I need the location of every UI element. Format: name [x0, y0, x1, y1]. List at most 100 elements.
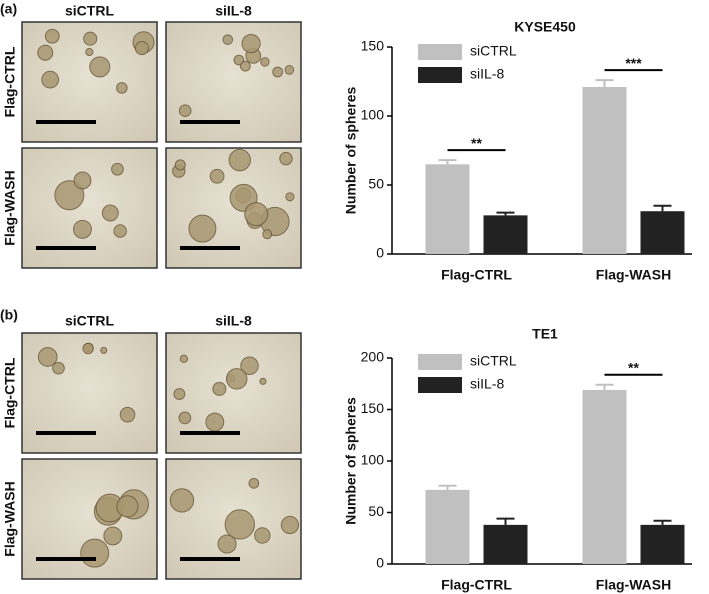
panel-label: (b) [0, 307, 18, 323]
sphere [178, 104, 192, 118]
micrograph [21, 332, 158, 454]
legend-label: siCTRL [470, 43, 517, 59]
y-tick-label: 150 [361, 400, 385, 416]
sphere [41, 70, 60, 89]
scale-bar [180, 557, 240, 561]
row-label: Flag-WASH [2, 170, 18, 245]
sphere [228, 148, 251, 172]
sphere [262, 229, 273, 240]
scale-bar [36, 431, 96, 435]
legend-swatch [418, 354, 462, 370]
sphere [280, 515, 300, 535]
sphere [169, 488, 195, 513]
sphere [179, 354, 189, 364]
sphere [240, 356, 259, 376]
error-bar [438, 484, 457, 490]
micrograph [21, 458, 158, 580]
sphere [259, 377, 267, 385]
sphere [285, 192, 295, 202]
sphere [254, 527, 271, 544]
sphere [205, 412, 225, 432]
sphere [44, 28, 60, 44]
error-bar [595, 79, 614, 88]
bar [640, 211, 685, 254]
sphere [224, 509, 255, 540]
scale-bar [180, 120, 240, 124]
x-tick-label: Flag-WASH [596, 267, 671, 283]
sphere [37, 44, 54, 61]
y-tick-label: 50 [368, 176, 384, 192]
scale-bar [180, 246, 240, 250]
y-tick-label: 0 [376, 555, 384, 571]
sphere [225, 368, 248, 390]
error-bar [653, 519, 672, 525]
y-tick-label: 100 [361, 452, 385, 468]
sphere [103, 526, 123, 546]
scale-bar [36, 557, 96, 561]
sphere [178, 411, 192, 425]
bar [483, 215, 528, 254]
sphere [80, 538, 110, 568]
x-tick-label: Flag-CTRL [441, 577, 512, 593]
sphere [233, 54, 245, 66]
sphere [89, 56, 111, 78]
sphere [174, 159, 186, 171]
sphere [188, 214, 217, 243]
y-axis-label: Number of spheres [343, 86, 359, 214]
bar [425, 164, 470, 254]
sphere [244, 202, 269, 227]
sphere [100, 346, 108, 354]
sphere [279, 151, 293, 166]
legend-label: siIL-8 [470, 376, 504, 392]
micrograph [165, 332, 302, 454]
sphere [134, 41, 149, 56]
sphere [82, 342, 94, 355]
sphere [173, 388, 186, 400]
sphere [111, 162, 124, 176]
sphere [54, 180, 85, 211]
error-bar [653, 204, 672, 212]
legend-swatch [418, 44, 462, 60]
row-label: Flag-CTRL [2, 46, 18, 117]
bar [425, 489, 470, 564]
error-bar [496, 517, 515, 525]
sphere [222, 34, 234, 45]
sphere [85, 47, 94, 57]
bar [483, 524, 528, 564]
error-bar [595, 383, 614, 390]
y-axis-label: Number of spheres [343, 397, 359, 525]
row-label: Flag-CTRL [2, 357, 18, 428]
error-bar [496, 211, 515, 216]
sphere [73, 219, 92, 239]
error-bar [438, 159, 457, 165]
sphere [73, 171, 92, 190]
micrograph [165, 21, 302, 143]
micrograph [21, 147, 158, 269]
significance-label: ** [628, 359, 639, 375]
scale-bar [36, 120, 96, 124]
x-tick-label: Flag-CTRL [441, 267, 512, 283]
panel-label: (a) [0, 1, 17, 17]
column-label: siIL-8 [215, 313, 252, 329]
sphere [116, 82, 128, 94]
sphere [241, 33, 261, 54]
sphere [239, 60, 251, 72]
micrograph [21, 21, 158, 143]
significance-label: *** [625, 55, 642, 71]
bar [640, 524, 685, 564]
sphere [113, 224, 127, 238]
sphere [101, 204, 119, 222]
scale-bar [180, 431, 240, 435]
legend-label: siCTRL [470, 353, 517, 369]
legend-label: siIL-8 [470, 66, 504, 82]
chart-title: KYSE450 [514, 19, 576, 35]
column-label: siCTRL [65, 313, 114, 329]
micrograph [165, 147, 302, 269]
row-label: Flag-WASH [2, 481, 18, 556]
y-tick-label: 0 [376, 245, 384, 261]
significance-label: ** [471, 135, 482, 151]
legend-swatch [418, 67, 462, 83]
column-label: siCTRL [65, 3, 114, 19]
micrograph [165, 458, 302, 580]
sphere [284, 65, 295, 75]
